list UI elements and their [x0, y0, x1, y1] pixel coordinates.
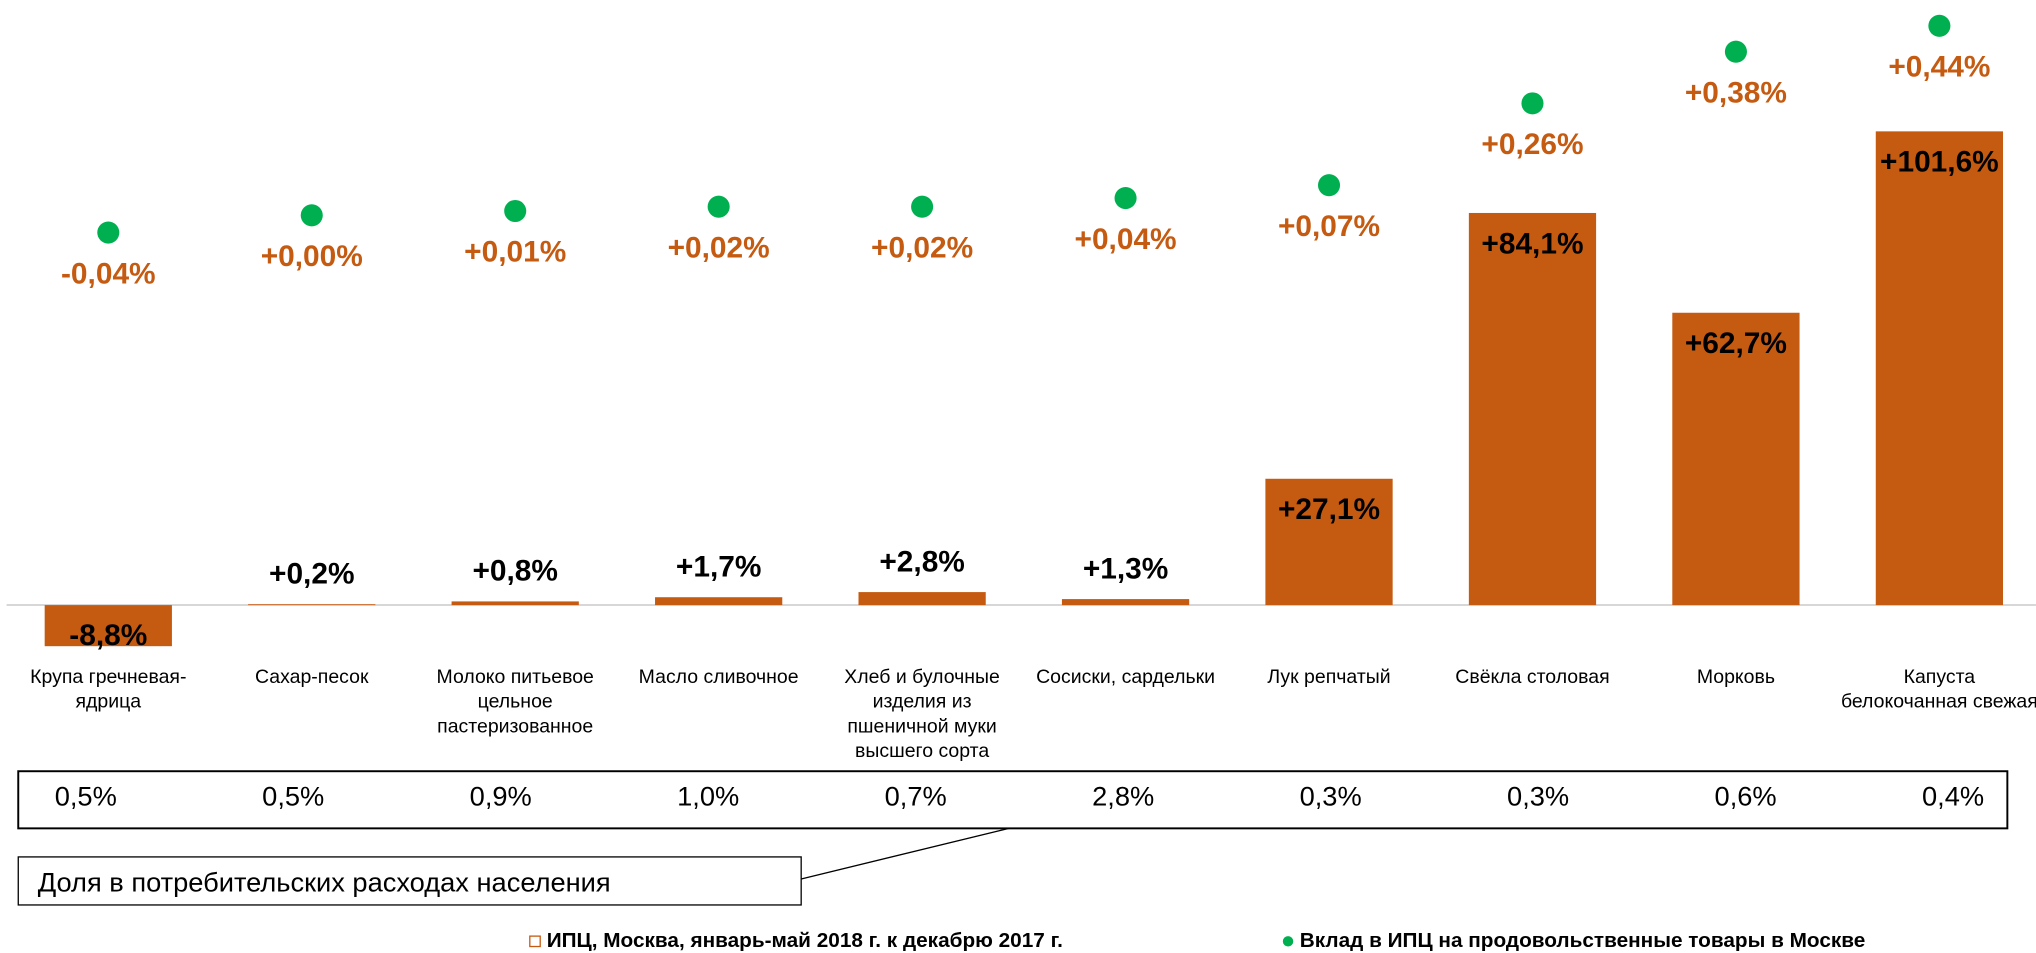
annotation-leader [801, 827, 1010, 880]
bar-value-label: +101,6% [1880, 146, 1999, 179]
legend-label: ИПЦ, Москва, январь-май 2018 г. к декабр… [547, 929, 1063, 952]
x-tick-label: Молоко питьевое цельное пастеризованное [436, 666, 594, 738]
share-value: 0,3% [1507, 781, 1569, 812]
bar [451, 601, 579, 606]
category-label-box: Морковь [1696, 666, 1776, 689]
share-value: 0,5% [55, 781, 117, 812]
contribution-label: +0,00% [261, 240, 363, 273]
bar [1265, 478, 1393, 606]
share-value: 0,4% [1922, 781, 1984, 812]
bar-value-label: +1,3% [1083, 552, 1169, 585]
category-label-box: Крупа гречневая-ядрица [30, 666, 187, 713]
category-label-box: Молоко питьевое цельное пастеризованное [436, 666, 594, 738]
contribution-dot [97, 221, 120, 244]
legend-label: Вклад в ИПЦ на продовольственные товары … [1300, 929, 1866, 952]
x-tick-label: Сосиски, сардельки [1036, 666, 1216, 689]
x-tick-label: Капуста белокочанная свежая [1840, 666, 2036, 713]
x-tick-label: Сахар-песок [255, 666, 369, 689]
contribution-label: +0,44% [1888, 51, 1990, 84]
x-tick-label: Лук репчатый [1267, 666, 1391, 689]
annotation-box [17, 856, 802, 906]
share-value: 0,6% [1715, 781, 1777, 812]
contribution-dot [707, 195, 730, 218]
contribution-label: -0,04% [61, 257, 156, 290]
contribution-dot [1928, 14, 1951, 37]
bar [655, 597, 783, 606]
bar-value-label: +84,1% [1481, 227, 1583, 260]
x-tick-label: Крупа гречневая-ядрица [30, 666, 187, 713]
category-label-box: Сосиски, сардельки [1036, 666, 1216, 689]
contribution-label: +0,04% [1075, 223, 1177, 256]
bar [1468, 212, 1597, 606]
contribution-dot [1724, 40, 1747, 63]
category-label-box: Хлеб и булочные изделия из пшеничной мук… [844, 666, 1000, 763]
share-value: 0,5% [262, 781, 324, 812]
bar [248, 604, 376, 606]
contribution-label: +0,26% [1481, 128, 1583, 161]
bar-value-label: +2,8% [879, 545, 965, 578]
bar [858, 592, 986, 606]
bar-value-label: -8,8% [69, 619, 147, 652]
bar-value-label: +0,8% [472, 555, 558, 588]
legend-swatch [529, 935, 541, 948]
contribution-dot [911, 195, 934, 218]
share-value: 1,0% [677, 781, 739, 812]
x-tick-label: Свёкла столовая [1455, 666, 1610, 689]
bar [1875, 131, 2004, 606]
bar [44, 605, 172, 647]
bar [1672, 312, 1800, 606]
x-tick-label: Хлеб и булочные изделия из пшеничной мук… [844, 666, 1000, 763]
bar [1061, 599, 1190, 606]
bar-value-label: +1,7% [676, 551, 762, 584]
contribution-dot [504, 199, 527, 223]
contribution-label: +0,02% [871, 231, 973, 264]
contribution-dot [1114, 187, 1137, 210]
contribution-dot [1317, 174, 1341, 197]
share-value: 0,3% [1300, 781, 1362, 812]
category-label-box: Сахар-песок [255, 666, 369, 689]
contribution-label: +0,07% [1278, 210, 1380, 243]
annotation: Доля в потребительских расходах населени… [38, 866, 611, 897]
share-value: 2,8% [1092, 781, 1154, 812]
bar-value-label: +27,1% [1278, 493, 1380, 526]
category-label-box: Масло сливочное [638, 666, 799, 689]
share-table-box [17, 770, 2009, 830]
x-tick-label: Масло сливочное [638, 666, 799, 689]
category-label-box: Лук репчатый [1267, 666, 1391, 689]
contribution-dot [300, 204, 323, 227]
category-label-box: Свёкла столовая [1455, 666, 1610, 689]
share-value: 0,7% [885, 781, 947, 812]
bar-value-label: +62,7% [1685, 327, 1787, 360]
bar-value-label: +0,2% [269, 558, 354, 591]
contribution-label: +0,01% [464, 236, 566, 269]
x-tick-label: Морковь [1696, 666, 1776, 689]
share-value: 0,9% [470, 781, 532, 812]
category-label-box: Капуста белокочанная свежая [1840, 666, 2036, 713]
legend-swatch [1282, 936, 1294, 947]
contribution-label: +0,38% [1685, 76, 1787, 109]
contribution-dot [1521, 92, 1544, 115]
contribution-label: +0,02% [668, 231, 770, 264]
